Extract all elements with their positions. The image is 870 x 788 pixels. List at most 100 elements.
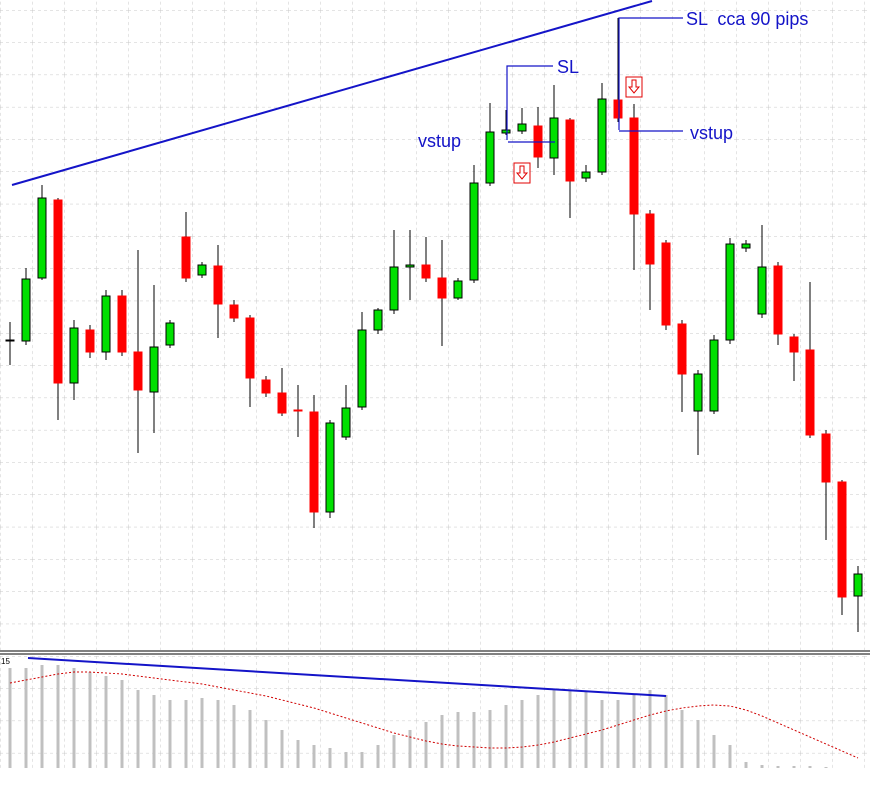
candle-body xyxy=(277,392,287,414)
histogram-bar xyxy=(408,730,412,768)
candle-body xyxy=(517,123,527,132)
histogram-bar xyxy=(728,745,732,768)
histogram-bar xyxy=(232,705,236,768)
candle-body xyxy=(197,264,207,276)
histogram-bar xyxy=(152,695,156,768)
candle-body xyxy=(837,481,847,598)
grid xyxy=(0,656,870,768)
candle-body xyxy=(85,329,95,353)
candle-body xyxy=(357,329,367,408)
histogram-bar xyxy=(344,752,348,768)
candle-body xyxy=(757,266,767,315)
candle-body xyxy=(389,266,399,311)
histogram-bar xyxy=(24,668,28,768)
moving-average xyxy=(9,671,859,759)
candle-body xyxy=(245,317,255,379)
histogram-bar xyxy=(392,735,396,768)
candle-body xyxy=(549,117,559,159)
candle-body xyxy=(69,327,79,384)
candle-body xyxy=(709,339,719,412)
histogram-bar xyxy=(296,740,300,768)
candle-body xyxy=(453,280,463,299)
candle-body xyxy=(53,199,63,384)
candle-body xyxy=(853,573,863,597)
histogram-bar xyxy=(424,722,428,768)
histogram-bar xyxy=(808,766,812,768)
histogram-bar xyxy=(568,690,572,768)
trend-line xyxy=(11,0,653,186)
histogram-bar xyxy=(136,690,140,768)
candle-body xyxy=(645,213,655,265)
annotation: vstup xyxy=(418,131,461,151)
candle-body xyxy=(821,433,831,483)
histogram-bar xyxy=(184,700,188,768)
candle-body xyxy=(373,309,383,331)
histogram-bar xyxy=(280,730,284,768)
candle-body xyxy=(5,339,15,342)
annotation: vstup xyxy=(690,123,733,143)
candle-body xyxy=(325,422,335,513)
candle-body xyxy=(581,171,591,179)
sell-arrow xyxy=(625,76,643,98)
candle-body xyxy=(341,407,351,438)
trend-line xyxy=(27,657,667,697)
histogram-bar xyxy=(440,715,444,768)
candle-body xyxy=(485,131,495,184)
candle-body xyxy=(613,99,623,119)
histogram-bar xyxy=(248,710,252,768)
histogram-bar xyxy=(360,752,364,768)
candle-body xyxy=(501,129,511,134)
candle-body xyxy=(181,236,191,279)
sl-line xyxy=(506,65,553,140)
candle-body xyxy=(677,323,687,375)
histogram-bar xyxy=(776,766,780,768)
candle-body xyxy=(805,349,815,436)
candle-body xyxy=(629,117,639,215)
candle-body xyxy=(37,197,47,279)
annotation: SL cca 90 pips xyxy=(686,9,808,29)
candle-body xyxy=(405,264,415,268)
candle-body xyxy=(261,379,271,394)
annotation: SL xyxy=(557,57,579,77)
candle-body xyxy=(421,264,431,279)
histogram-bar xyxy=(552,690,556,768)
candle-body xyxy=(21,278,31,342)
candle-body xyxy=(789,336,799,353)
candle-body xyxy=(165,322,175,346)
candle-body xyxy=(725,243,735,341)
histogram-bar xyxy=(72,668,76,768)
candle-body xyxy=(597,98,607,173)
candle-body xyxy=(309,411,319,513)
candles xyxy=(5,18,863,632)
histogram-bar xyxy=(760,765,764,768)
grid xyxy=(0,0,870,650)
histogram-bar xyxy=(120,680,124,768)
histogram-bar xyxy=(376,745,380,768)
candle-body xyxy=(741,243,751,249)
histogram-bar xyxy=(632,695,636,768)
histogram-bar xyxy=(504,705,508,768)
histogram-bar xyxy=(456,712,460,768)
histogram-bar xyxy=(88,672,92,768)
histogram-bar xyxy=(744,762,748,768)
candle-body xyxy=(469,182,479,281)
histogram-bar xyxy=(168,700,172,768)
histogram-bar xyxy=(664,695,668,768)
histogram-bar xyxy=(584,692,588,768)
histogram-bar xyxy=(824,767,828,768)
candle-body xyxy=(693,373,703,412)
candle-body xyxy=(661,242,671,326)
indicator-panel xyxy=(8,665,859,768)
histogram-bar xyxy=(680,710,684,768)
candle-body xyxy=(437,277,447,299)
histogram-bar xyxy=(520,700,524,768)
candle-body xyxy=(229,304,239,319)
histogram-bar xyxy=(696,720,700,768)
candle-body xyxy=(117,295,127,353)
candle-body xyxy=(213,265,223,305)
histogram-bar xyxy=(328,748,332,768)
scale-label: 15 xyxy=(1,657,10,666)
histogram-bar xyxy=(264,720,268,768)
